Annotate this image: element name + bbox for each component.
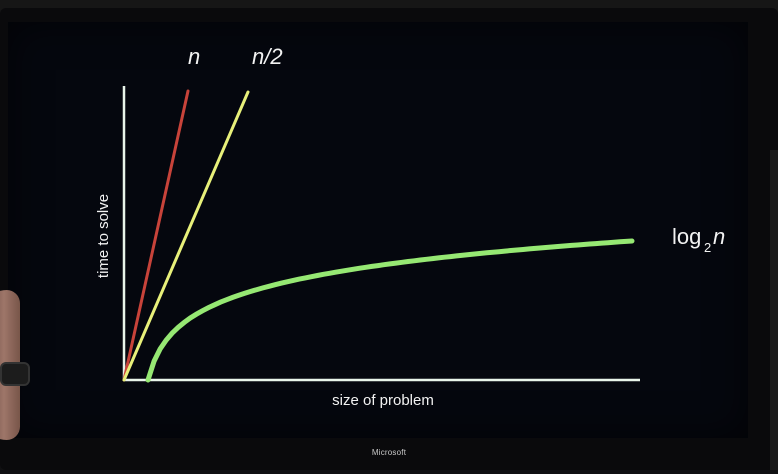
display-edge bbox=[770, 150, 778, 470]
series-label-n-half: n/2 bbox=[252, 44, 283, 69]
log-label-variable: n bbox=[713, 224, 725, 249]
log-label-base: log bbox=[672, 224, 701, 249]
y-axis-label: time to solve bbox=[95, 194, 112, 278]
display-screen bbox=[8, 22, 748, 438]
series-line-n-half bbox=[122, 90, 250, 382]
brand-logo: Microsoft bbox=[371, 448, 407, 457]
wristwatch bbox=[0, 362, 30, 386]
series-line-n bbox=[122, 89, 190, 382]
series-label-n: n bbox=[188, 44, 200, 69]
log-label-subscript: 2 bbox=[704, 240, 711, 255]
series-line-log2n bbox=[145, 238, 635, 383]
x-axis-label: size of problem bbox=[332, 392, 434, 409]
series-label-log2n: log 2 n bbox=[672, 224, 725, 255]
